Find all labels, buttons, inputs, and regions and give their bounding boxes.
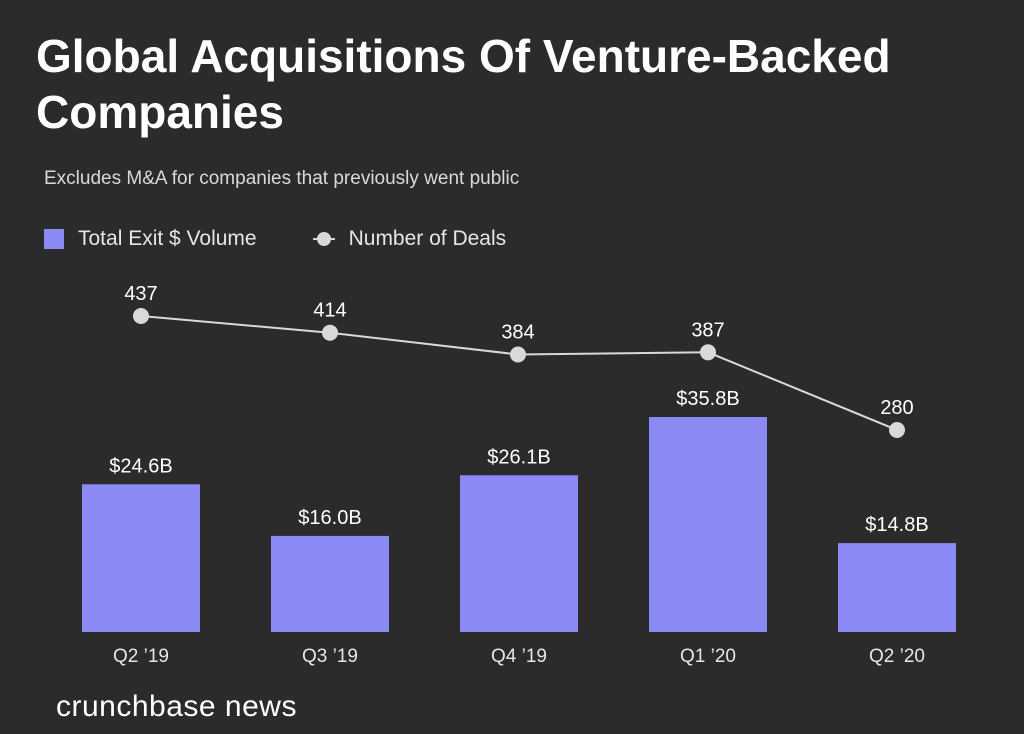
bar-value-label-1: $16.0B <box>298 507 361 529</box>
legend-label-volume: Total Exit $ Volume <box>78 227 257 250</box>
legend-label-deals: Number of Deals <box>348 227 507 250</box>
bar-4 <box>838 543 956 632</box>
bar-1 <box>271 535 389 632</box>
legend: Total Exit $ Volume Number of Deals <box>44 224 562 254</box>
deal-point-4 <box>889 422 905 438</box>
chart-subtitle: Excludes M&A for companies that previous… <box>44 168 520 189</box>
deal-value-label-0: 437 <box>124 283 157 305</box>
bar-2 <box>460 475 578 632</box>
bar-value-label-4: $14.8B <box>865 514 928 536</box>
legend-marker-deals <box>312 232 335 246</box>
legend-swatch-volume <box>44 229 64 249</box>
x-tick-label-3: Q1 ’20 <box>680 646 736 667</box>
brand-logo: crunchbase news <box>56 690 297 723</box>
deal-point-3 <box>700 344 716 361</box>
x-tick-label-0: Q2 ’19 <box>113 646 169 667</box>
bar-0 <box>82 484 200 632</box>
x-tick-label-2: Q4 ’19 <box>491 646 547 667</box>
deal-point-1 <box>322 324 338 341</box>
legend-item-deals: Number of Deals <box>312 227 507 251</box>
deal-value-label-2: 384 <box>501 321 534 343</box>
deal-value-label-3: 387 <box>691 319 724 341</box>
deal-point-0 <box>133 308 149 324</box>
legend-item-volume: Total Exit $ Volume <box>44 227 257 251</box>
bar-value-label-2: $26.1B <box>487 446 550 468</box>
bar-value-label-3: $35.8B <box>676 388 739 410</box>
bar-value-label-0: $24.6B <box>109 455 172 477</box>
deal-point-2 <box>510 346 526 363</box>
chart-title: Global Acquisitions Of Venture-Backed Co… <box>36 30 891 138</box>
x-tick-label-4: Q2 ’20 <box>869 646 925 667</box>
deal-value-label-1: 414 <box>313 300 346 322</box>
deal-value-label-4: 280 <box>880 397 913 419</box>
x-tick-label-1: Q3 ’19 <box>302 646 358 667</box>
bar-3 <box>649 417 767 632</box>
